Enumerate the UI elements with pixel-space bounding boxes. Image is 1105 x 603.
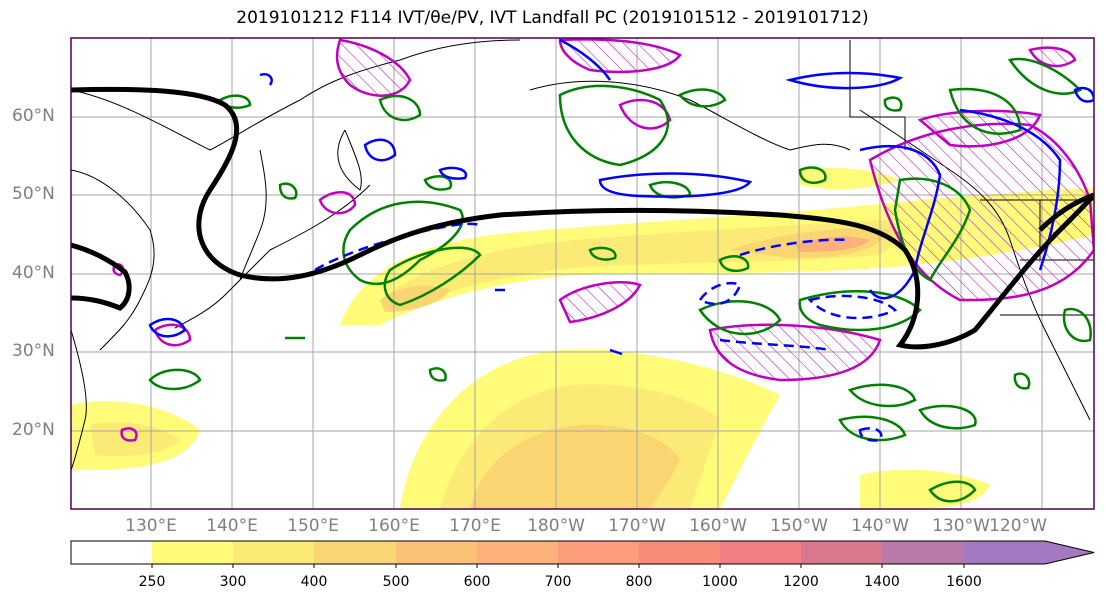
lon-label: 130°E (125, 516, 177, 536)
lon-label: 160°W (689, 516, 747, 536)
colorbar-tick-label: 1400 (864, 574, 900, 590)
lon-label: 170°W (608, 516, 666, 536)
colorbar-tick-label: 600 (463, 574, 491, 590)
colorbar-tick-label: 700 (544, 574, 572, 590)
lat-label: 20°N (12, 420, 55, 440)
lon-label: 170°E (449, 516, 501, 536)
colorbar-tick-label: 250 (138, 574, 166, 590)
lon-label: 120°W (989, 516, 1047, 536)
lon-label: 140°W (851, 516, 909, 536)
lon-label: 150°W (770, 516, 828, 536)
lat-label: 50°N (12, 184, 55, 204)
colorbar-tick-label: 800 (625, 574, 653, 590)
pc-line (71, 86, 1094, 350)
colorbar (70, 540, 1095, 568)
plot-frame (70, 37, 1095, 510)
map-plot-area (71, 38, 1094, 509)
colorbar-tick-label: 1200 (783, 574, 819, 590)
blue-contours (148, 38, 1094, 442)
green-contours (148, 57, 1092, 503)
figure-title: 2019101212 F114 IVT/θe/PV, IVT Landfall … (236, 8, 869, 28)
lon-label: 140°E (206, 516, 258, 536)
colorbar-tick-label: 1600 (946, 574, 982, 590)
lon-label: 160°E (368, 516, 420, 536)
lat-label: 40°N (12, 263, 55, 283)
colorbar-tick-label: 400 (300, 574, 328, 590)
lon-label: 130°W (932, 516, 990, 536)
colorbar-tick-label: 300 (219, 574, 247, 590)
lon-label: 150°E (287, 516, 339, 536)
lat-label: 60°N (12, 106, 55, 126)
colorbar-tick-label: 500 (382, 574, 410, 590)
colorbar-tick-label: 1000 (702, 574, 738, 590)
lon-label: 180°W (527, 516, 585, 536)
lat-label: 30°N (12, 341, 55, 361)
